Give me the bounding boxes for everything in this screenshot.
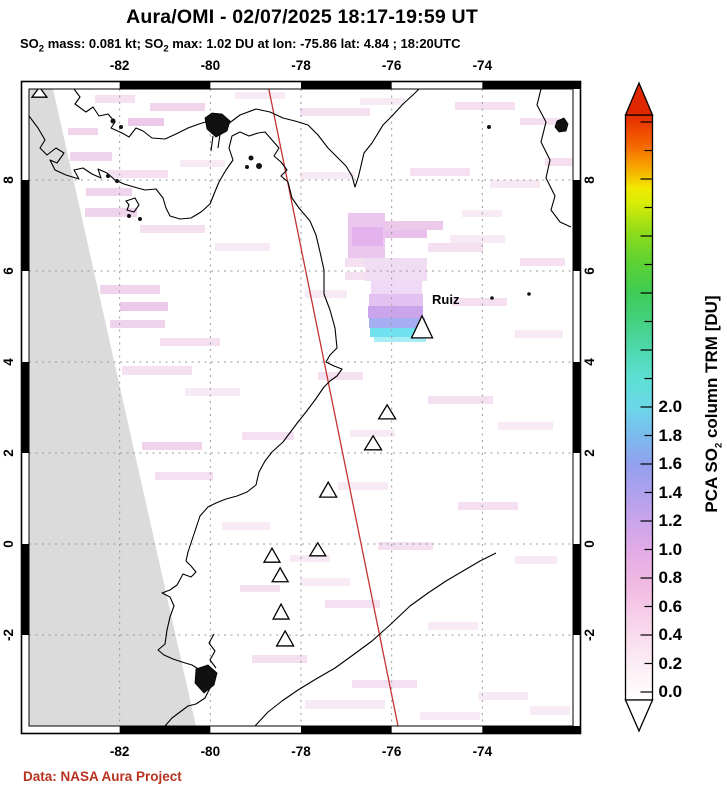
lat-tick-label-left: -2 (1, 629, 16, 642)
lat-tick-label-right: 6 (582, 267, 597, 275)
volcano-label-ruiz: Ruiz (432, 292, 460, 307)
volcano-triangle-icon (308, 541, 327, 557)
coastline (536, 89, 572, 228)
island-dot (527, 292, 531, 296)
colorbar-tick-label: 0.8 (658, 568, 683, 587)
coastline (254, 552, 497, 726)
island (194, 664, 218, 694)
so2-plume-cell (370, 328, 428, 337)
colorbar-tick-label: 1.2 (658, 511, 683, 530)
volcano-triangle-icon (30, 89, 49, 98)
orbit-track-line (268, 89, 399, 726)
page-title: Aura/OMI - 02/07/2025 18:17-19:59 UT (126, 6, 478, 28)
coastline (217, 133, 221, 149)
island-dot (119, 125, 123, 129)
volcano-triangle-icon (377, 403, 397, 420)
colorbar-over-range-arrow-icon (624, 81, 654, 116)
volcano-triangle-icon (271, 602, 291, 620)
volcano-triangle-icon (410, 314, 434, 339)
so2-plume-cell (369, 294, 423, 306)
lat-tick-label-left: 6 (1, 267, 16, 275)
so2-plume-cell (374, 337, 426, 342)
island-dot (127, 214, 131, 218)
volcano-triangle-icon (318, 480, 338, 498)
lon-tick-label-top: -80 (200, 58, 221, 73)
lat-tick-label-left: 4 (1, 358, 16, 366)
lat-tick-label-right: 8 (582, 176, 597, 184)
lon-tick-label-bottom: -74 (472, 744, 493, 759)
so2-plume-cell (371, 281, 422, 294)
volcano-triangle-icon (363, 434, 383, 451)
colorbar (624, 81, 654, 733)
colorbar-tick-label: 1.4 (658, 482, 683, 502)
colorbar-tick-label: 0.2 (658, 653, 683, 673)
colorbar-tick-label: 1.0 (658, 539, 683, 559)
island-dot (490, 296, 494, 300)
lat-tick-label-right: 0 (582, 540, 597, 548)
volcano-triangle-icon (262, 546, 282, 563)
island-dot (115, 179, 119, 183)
coastline (29, 115, 343, 726)
coastline (210, 135, 214, 152)
coastline (208, 633, 217, 669)
island-dot (248, 155, 254, 161)
lat-tick-label-left: 8 (1, 176, 16, 184)
island-dot (106, 174, 110, 178)
lon-tick-label-top: -78 (291, 58, 311, 73)
volcano-triangle-icon (275, 629, 295, 647)
lon-tick-label-top: -74 (472, 58, 493, 73)
lat-tick-label-right: 2 (582, 449, 597, 457)
island-dot (138, 217, 142, 221)
colorbar-tick-label: 0.0 (658, 682, 683, 701)
so2-plume-cell (365, 258, 427, 281)
island-dot (256, 163, 262, 169)
lon-tick-label-bottom: -78 (291, 744, 311, 759)
island (204, 112, 231, 138)
island-dot (487, 125, 491, 129)
island (554, 117, 569, 133)
colorbar-under-range-arrow-icon (624, 699, 654, 733)
lat-tick-label-left: 0 (1, 540, 16, 548)
lon-tick-label-bottom: -76 (381, 744, 402, 759)
island (125, 197, 140, 213)
map-frame (20, 80, 582, 735)
island-dot (110, 118, 116, 124)
lon-tick-label-bottom: -80 (200, 744, 221, 759)
colorbar-tick-label: 2.0 (658, 397, 683, 416)
credit-text: Data: NASA Aura Project (23, 769, 182, 784)
colorbar-title: PCA SO2 column TRM [DU] (702, 295, 725, 513)
lon-tick-label-top: -82 (109, 58, 130, 73)
lat-tick-label-right: -2 (582, 629, 597, 642)
lat-tick-label-left: 2 (1, 449, 16, 457)
colorbar-tick-label: 1.8 (658, 425, 683, 445)
volcano-triangle-icon (271, 566, 290, 583)
so2-plume-cell (368, 306, 423, 318)
lat-tick-label-right: 4 (582, 358, 597, 366)
lon-tick-label-top: -76 (381, 58, 402, 73)
no-data-swath (29, 89, 196, 726)
island-dot (245, 165, 249, 169)
colorbar-tick-label: 1.6 (658, 454, 683, 473)
so2-plume-cell (369, 318, 425, 328)
so2-summary-line: SO2 mass: 0.081 kt; SO2 max: 1.02 DU at … (20, 36, 461, 55)
colorbar-tick-label: 0.4 (658, 625, 683, 644)
lon-tick-label-bottom: -82 (109, 744, 130, 759)
map-content (29, 89, 573, 726)
colorbar-tick-label: 0.6 (658, 596, 683, 616)
